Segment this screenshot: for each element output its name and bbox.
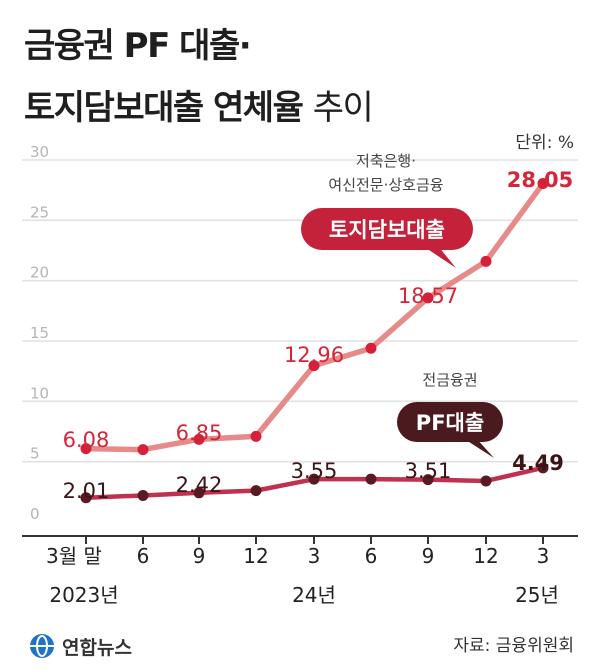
series-badge	[397, 402, 503, 442]
y-tick-label: 30	[30, 143, 49, 161]
badge-pointer	[426, 246, 456, 268]
x-tick-label: 6	[137, 544, 150, 568]
series-note: 저축은행·	[356, 152, 416, 170]
series-badge-label: PF대출	[416, 411, 484, 435]
data-point	[137, 489, 149, 501]
x-tick-label: 3월 말	[46, 544, 102, 568]
data-label: 28.05	[507, 168, 573, 192]
x-year-label: 24년	[292, 583, 336, 607]
series-note: 전금융권	[422, 371, 477, 389]
y-tick-label: 10	[30, 384, 49, 402]
data-label: 6.85	[176, 421, 223, 445]
data-point	[537, 462, 549, 474]
data-label: 3.55	[291, 459, 338, 483]
data-point	[422, 292, 434, 304]
data-point	[365, 473, 377, 485]
yonhap-logo: 연합뉴스	[28, 632, 132, 660]
x-tick-label: 3	[537, 544, 550, 568]
data-point	[80, 492, 92, 504]
x-tick-label: 12	[473, 544, 498, 568]
data-point	[308, 473, 320, 485]
data-point	[137, 444, 149, 456]
data-point	[80, 443, 92, 455]
unit-label: 단위: %	[515, 133, 574, 153]
x-year-label: 25년	[515, 583, 559, 607]
series-note: 여신전문·상호금융	[328, 176, 443, 194]
data-label: 3.51	[405, 459, 452, 483]
x-tick-label: 9	[193, 544, 206, 568]
data-label: 2.01	[63, 479, 110, 503]
data-point	[193, 433, 205, 445]
data-point	[308, 360, 320, 372]
y-tick-label: 5	[30, 445, 40, 463]
badge-pointer	[466, 438, 494, 458]
y-tick-label: 15	[30, 324, 49, 342]
data-point	[480, 255, 492, 267]
chart-title-line1: 금융권 PF 대출·	[24, 26, 252, 66]
yonhap-logo-icon	[30, 634, 54, 658]
x-year-label: 2023년	[49, 583, 118, 607]
chart-title-main: 토지담보대출 연체율	[24, 88, 304, 128]
data-label: 18.57	[398, 284, 458, 308]
source-note: 자료: 금융위원회	[453, 636, 574, 656]
data-label: 6.08	[63, 428, 110, 452]
data-label: 12.96	[284, 343, 344, 367]
data-point	[480, 475, 492, 487]
data-point	[365, 342, 377, 354]
data-point	[250, 430, 262, 442]
data-point	[422, 474, 434, 486]
series-badge-label: 토지담보대출	[329, 218, 445, 242]
data-point	[537, 178, 549, 190]
data-point	[250, 485, 262, 497]
chart-title-line2: 토지담보대출 연체율 추이	[24, 80, 374, 129]
x-tick-label: 3	[308, 544, 321, 568]
chart-title-suffix: 추이	[312, 88, 374, 128]
data-label: 4.49	[512, 451, 564, 475]
y-tick-label: 20	[30, 264, 49, 282]
x-tick-label: 12	[243, 544, 268, 568]
data-label: 2.42	[176, 473, 223, 497]
y-tick-label: 25	[30, 203, 49, 221]
y-tick-label: 0	[30, 505, 40, 523]
logo-text: 연합뉴스	[62, 636, 132, 659]
x-tick-label: 9	[422, 544, 435, 568]
x-tick-label: 6	[365, 544, 378, 568]
series-badge	[301, 208, 473, 250]
data-point	[193, 487, 205, 499]
